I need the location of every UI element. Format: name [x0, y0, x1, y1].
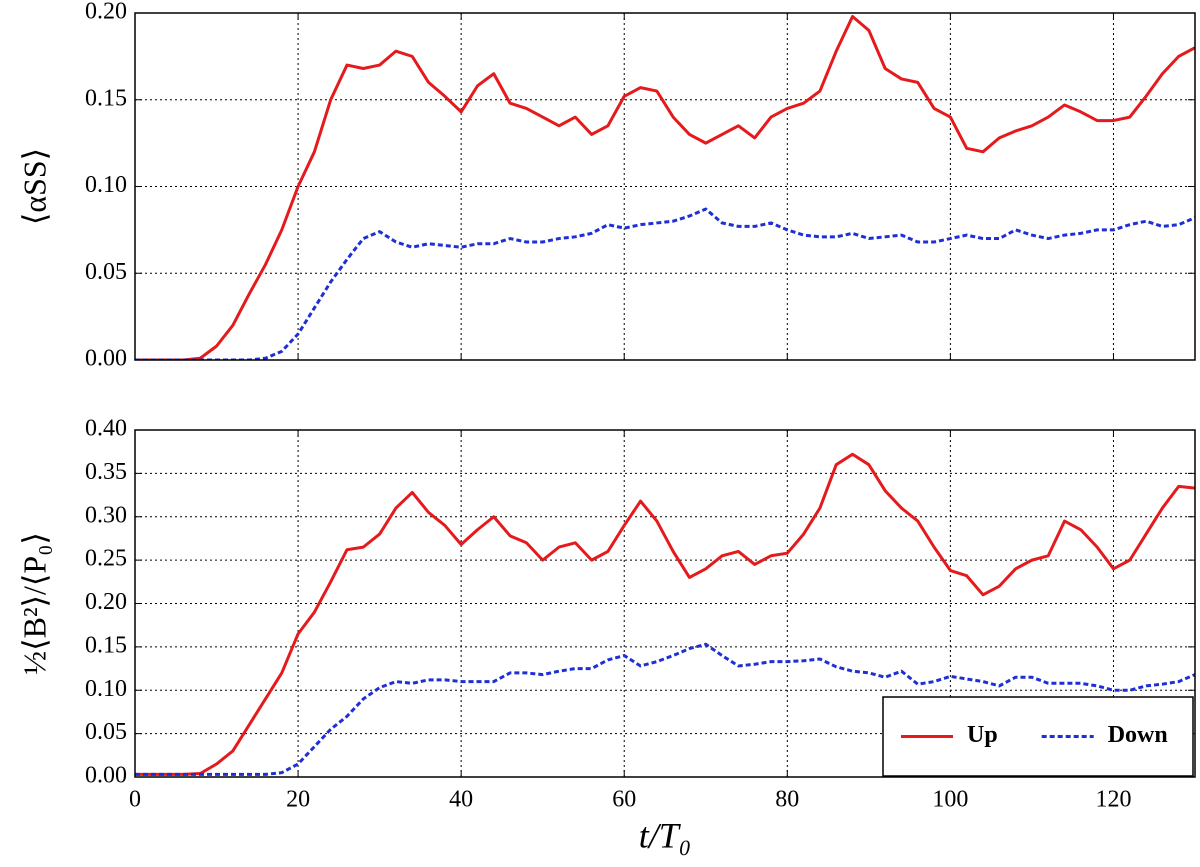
y-tick-label: 0.10	[85, 676, 127, 702]
series-line	[135, 14, 1195, 360]
x-tick-label: 20	[286, 787, 310, 813]
y-tick-label: 0.25	[85, 546, 127, 572]
y-tick-label: 0.15	[85, 632, 127, 658]
x-tick-label: 80	[775, 787, 799, 813]
legend-label: Up	[967, 722, 998, 748]
y-tick-label: 0.05	[85, 719, 127, 745]
series-line	[135, 207, 1195, 360]
y-axis-label: ⟨αSS⟩	[16, 148, 52, 225]
y-tick-label: 0.00	[85, 346, 127, 372]
x-tick-label: 120	[1095, 787, 1131, 813]
y-tick-label: 0.40	[85, 416, 127, 442]
y-tick-label: 0.15	[85, 85, 127, 111]
y-tick-label: 0.20	[85, 589, 127, 615]
plot-frame	[134, 429, 1196, 778]
y-axis-label: ½⟨B²⟩/⟨P₀⟩	[16, 532, 52, 675]
y-tick-label: 0.35	[85, 459, 127, 485]
x-tick-label: 100	[932, 787, 968, 813]
y-tick-label: 0.10	[85, 172, 127, 198]
x-tick-label: 0	[129, 787, 141, 813]
y-tick-label: 0.30	[85, 502, 127, 528]
y-tick-label: 0.05	[85, 259, 127, 285]
legend-label: Down	[1108, 722, 1168, 748]
y-tick-label: 0.00	[85, 763, 127, 789]
x-tick-label: 60	[612, 787, 636, 813]
series-line	[135, 452, 1195, 776]
series-line	[135, 642, 1195, 776]
plot-frame	[134, 12, 1196, 361]
x-tick-label: 40	[449, 787, 473, 813]
y-tick-label: 0.20	[85, 0, 127, 25]
x-axis-label: t/T₀	[639, 815, 692, 855]
